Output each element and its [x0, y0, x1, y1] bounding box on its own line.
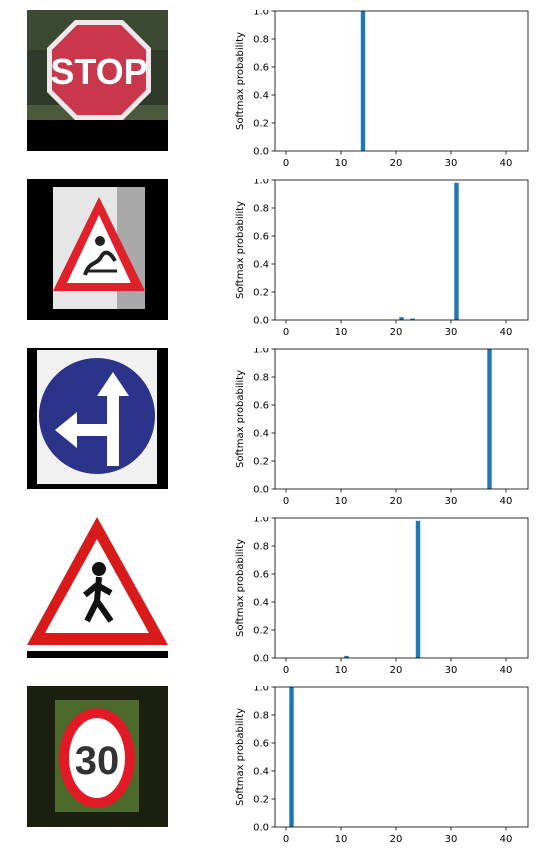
y-axis-label: Softmax probability: [235, 708, 246, 806]
y-tick-label: 1.0: [253, 10, 269, 18]
y-tick-label: 0.6: [253, 570, 269, 581]
pedestrian-crossing-sign-icon: [27, 517, 168, 658]
x-tick-label: 30: [445, 158, 458, 169]
y-tick-label: 1.0: [253, 179, 269, 187]
y-tick-label: 0.0: [253, 485, 269, 496]
stop-sign-text: STOP: [50, 51, 147, 92]
axes-frame: [274, 348, 529, 490]
y-tick-label: 0.0: [253, 147, 269, 158]
bar: [399, 317, 404, 320]
x-tick-label: 20: [390, 834, 403, 845]
y-tick-label: 0.6: [253, 739, 269, 750]
prediction-row: STOP 0 10 20 30 40 0.0 0.2 0.4 0.6 0.8 1.0 Softmax …: [0, 7, 539, 179]
y-tick-label: 0.6: [253, 401, 269, 412]
x-tick-label: 10: [335, 158, 348, 169]
bar: [487, 349, 492, 489]
y-tick-label: 0.0: [253, 823, 269, 834]
x-tick-label: 20: [390, 665, 403, 676]
axes-frame: [274, 10, 529, 152]
prediction-row: 30 0 10 20 30 40 0.0 0.2 0.4 0.6 0.8 1.0 Softmax pr…: [0, 683, 539, 855]
y-axis-label: Softmax probability: [235, 201, 246, 299]
bar: [410, 318, 415, 320]
y-tick-label: 0.2: [253, 795, 269, 806]
x-tick-label: 40: [500, 327, 513, 338]
x-tick-label: 30: [445, 834, 458, 845]
x-tick-label: 20: [390, 327, 403, 338]
y-tick-label: 0.0: [253, 654, 269, 665]
x-tick-label: 0: [283, 158, 289, 169]
bar: [415, 520, 421, 658]
x-tick-label: 40: [500, 665, 513, 676]
prediction-row: 0 10 20 30 40 0.0 0.2 0.4 0.6 0.8 1.0 Softmax proba…: [0, 345, 539, 517]
y-tick-label: 1.0: [253, 517, 269, 525]
y-tick-label: 0.4: [253, 598, 269, 609]
y-tick-label: 0.8: [253, 711, 269, 722]
y-tick-label: 0.6: [253, 63, 269, 74]
y-tick-label: 0.8: [253, 373, 269, 384]
y-tick-label: 0.8: [253, 542, 269, 553]
x-tick-label: 20: [390, 496, 403, 507]
slippery-road-sign-icon: [27, 179, 168, 320]
bar: [454, 182, 459, 320]
x-tick-label: 0: [283, 496, 289, 507]
axes-frame: [274, 179, 529, 321]
y-axis-label: Softmax probability: [235, 370, 246, 468]
prediction-row: 0 10 20 30 40 0.0 0.2 0.4 0.6 0.8 1.0 Softmax proba…: [0, 176, 539, 348]
x-tick-label: 10: [335, 496, 348, 507]
bar: [289, 687, 294, 827]
x-tick-label: 20: [390, 158, 403, 169]
y-tick-label: 0.4: [253, 767, 269, 778]
speed-limit-text: 30: [75, 739, 120, 783]
x-tick-label: 0: [283, 665, 289, 676]
y-tick-label: 0.4: [253, 91, 269, 102]
y-tick-label: 1.0: [253, 686, 269, 694]
x-tick-label: 30: [445, 665, 458, 676]
prediction-row: 0 10 20 30 40 0.0 0.2 0.4 0.6 0.8 1.0 Softmax proba…: [0, 514, 539, 686]
axes-frame: [274, 517, 529, 659]
y-tick-label: 0.2: [253, 288, 269, 299]
bar: [344, 655, 349, 658]
y-tick-label: 1.0: [253, 348, 269, 356]
x-tick-label: 0: [283, 327, 289, 338]
go-straight-or-left-sign-icon: [27, 348, 168, 489]
y-tick-label: 0.8: [253, 35, 269, 46]
softmax-chart: 0 10 20 30 40 0.0 0.2 0.4 0.6 0.8 1.0 Softmax proba…: [230, 176, 539, 348]
bar: [360, 11, 366, 151]
x-tick-label: 10: [335, 834, 348, 845]
softmax-chart: 0 10 20 30 40 0.0 0.2 0.4 0.6 0.8 1.0 Softmax proba…: [230, 345, 539, 517]
y-tick-label: 0.4: [253, 429, 269, 440]
y-tick-label: 0.0: [253, 316, 269, 327]
y-tick-label: 0.6: [253, 232, 269, 243]
axes-frame: [274, 686, 529, 828]
x-tick-label: 30: [445, 496, 458, 507]
x-tick-label: 30: [445, 327, 458, 338]
softmax-chart: 0 10 20 30 40 0.0 0.2 0.4 0.6 0.8 1.0 Softmax proba…: [230, 683, 539, 855]
x-tick-label: 40: [500, 834, 513, 845]
x-tick-label: 10: [335, 327, 348, 338]
x-tick-label: 10: [335, 665, 348, 676]
y-tick-label: 0.2: [253, 119, 269, 130]
stop-sign-icon: STOP: [27, 10, 168, 151]
softmax-chart: 0 10 20 30 40 0.0 0.2 0.4 0.6 0.8 1.0 Softmax proba…: [230, 7, 539, 179]
y-axis-label: Softmax probability: [235, 32, 246, 130]
x-tick-label: 40: [500, 496, 513, 507]
y-tick-label: 0.2: [253, 626, 269, 637]
x-tick-label: 0: [283, 834, 289, 845]
y-tick-label: 0.4: [253, 260, 269, 271]
softmax-chart: 0 10 20 30 40 0.0 0.2 0.4 0.6 0.8 1.0 Softmax proba…: [230, 514, 539, 686]
y-axis-label: Softmax probability: [235, 539, 246, 637]
speed-limit-30-sign-icon: 30: [27, 686, 168, 827]
y-tick-label: 0.8: [253, 204, 269, 215]
x-tick-label: 40: [500, 158, 513, 169]
y-tick-label: 0.2: [253, 457, 269, 468]
